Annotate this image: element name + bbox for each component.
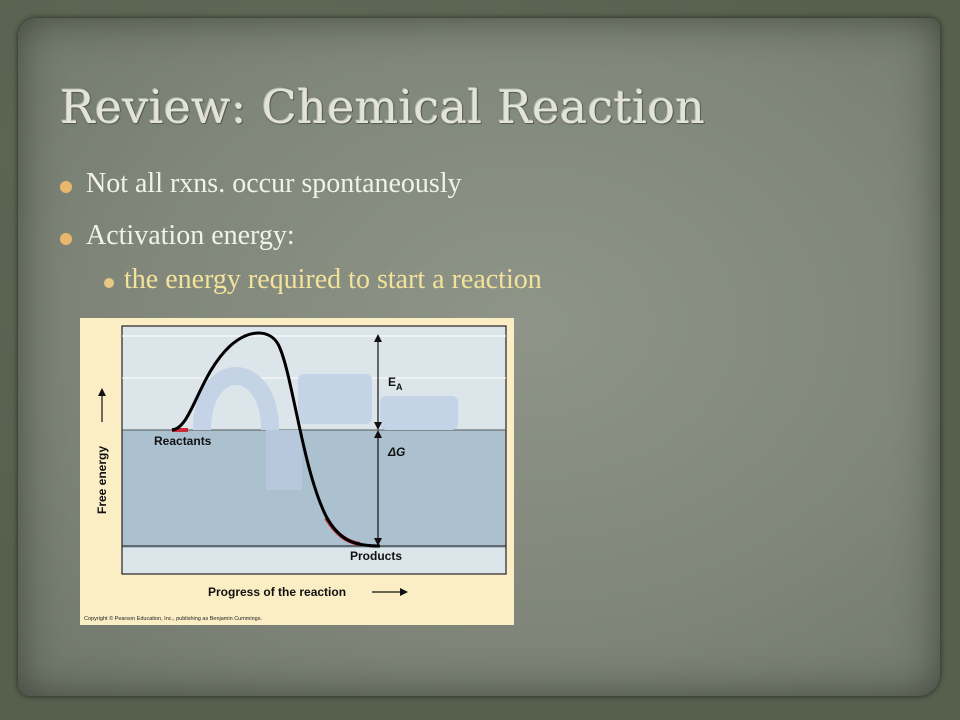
dg-arrow-head-down (374, 538, 382, 546)
products-label: Products (350, 549, 402, 563)
delta-g-label: ΔG (387, 445, 405, 459)
sub-bullet-text: the energy required to start a reaction (124, 264, 542, 295)
plot-border (121, 325, 507, 575)
faint-block (380, 396, 458, 430)
x-axis-label: Progress of the reaction (208, 585, 346, 599)
energy-diagram-svg: EA ΔG Reactants Products Free energy Pro… (80, 318, 514, 625)
dg-arrow-head-up (374, 430, 382, 438)
slide-title: Review: Chemical Reaction (60, 80, 706, 134)
faint-block (298, 374, 372, 424)
bullet-2-text: Activation energy: (86, 220, 295, 251)
bullet-dot (60, 181, 72, 193)
y-axis-label: Free energy (95, 446, 109, 514)
ea-arrow-head-up (374, 334, 382, 342)
reactants-label: Reactants (154, 434, 212, 448)
x-axis-arrow-head (400, 588, 408, 596)
bullet-1-text: Not all rxns. occur spontaneously (86, 168, 462, 199)
arch-shape (193, 367, 279, 431)
ea-arrow-head-down (374, 422, 382, 430)
bullet-dot (60, 233, 72, 245)
faint-block (266, 430, 302, 490)
ea-label: EA (388, 375, 403, 392)
energy-diagram: EA ΔG Reactants Products Free energy Pro… (80, 318, 514, 625)
energy-curve (171, 331, 381, 548)
plot-base-band (122, 548, 506, 574)
sub-bullet-dot (104, 278, 114, 288)
copyright-text: Copyright © Pearson Education, Inc., pub… (84, 615, 262, 622)
y-axis-arrow-head (98, 388, 106, 396)
